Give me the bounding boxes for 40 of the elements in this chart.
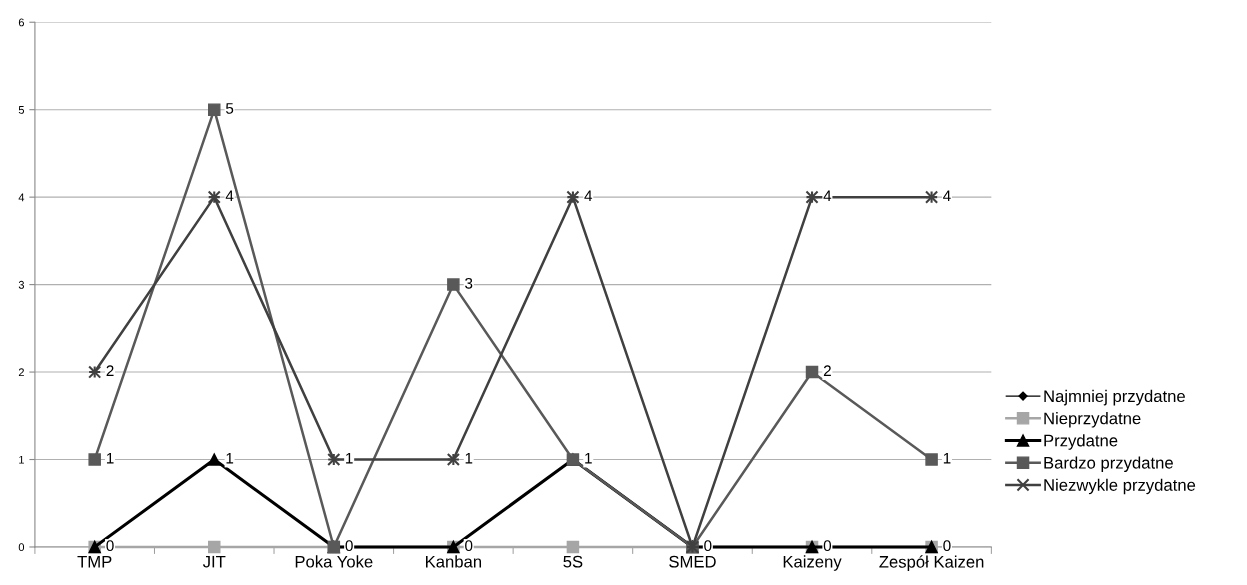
y-tick-label: 5: [18, 106, 25, 114]
data-label: 3: [465, 277, 473, 289]
y-tick-label: 2: [18, 368, 24, 377]
x-tick-label: Zespół Kaizen: [879, 555, 984, 572]
x-tick-label: Kanban: [426, 555, 482, 568]
legend-label: Nieprzydatne: [1044, 412, 1141, 428]
y-tick-label: 0: [18, 543, 25, 552]
data-label: 0: [465, 540, 473, 552]
y-tick-label: 4: [18, 193, 25, 202]
data-label: 0: [345, 540, 353, 552]
x-tick-label: Poka Yoke: [295, 555, 373, 568]
data-label: 4: [943, 190, 951, 202]
data-label: 0: [943, 540, 951, 552]
x-tick-label: JIT: [202, 555, 226, 568]
data-label: 1: [106, 452, 114, 464]
data-label: 5: [225, 103, 234, 114]
y-tick-label: 1: [19, 455, 24, 464]
legend-label: Najmniej przydatne: [1044, 389, 1185, 406]
data-label: 2: [823, 365, 831, 377]
data-label: 0: [823, 540, 832, 552]
x-tick-label: 5S: [563, 555, 583, 568]
data-label: 1: [226, 452, 234, 464]
y-tick-label: 3: [18, 280, 25, 289]
legend-label: Niezwykle przydatne: [1044, 478, 1196, 495]
data-label: 0: [704, 540, 712, 552]
data-label: 1: [465, 452, 473, 464]
data-label: 4: [823, 190, 832, 202]
data-label: 2: [106, 365, 114, 377]
data-label: 0: [106, 540, 114, 552]
data-label: 1: [346, 452, 353, 464]
x-tick-label: Kaizeny: [783, 555, 842, 571]
data-label: 1: [943, 452, 951, 464]
x-tick-label: TMP: [77, 555, 112, 568]
data-label: 1: [585, 452, 592, 464]
data-label: 4: [225, 190, 234, 202]
legend-label: Przydatne: [1044, 434, 1118, 450]
y-tick-label: 6: [18, 18, 25, 27]
legend-label: Bardzo przydatne: [1044, 456, 1173, 472]
x-tick-label: SMED: [669, 555, 716, 568]
data-label: 4: [584, 190, 593, 202]
